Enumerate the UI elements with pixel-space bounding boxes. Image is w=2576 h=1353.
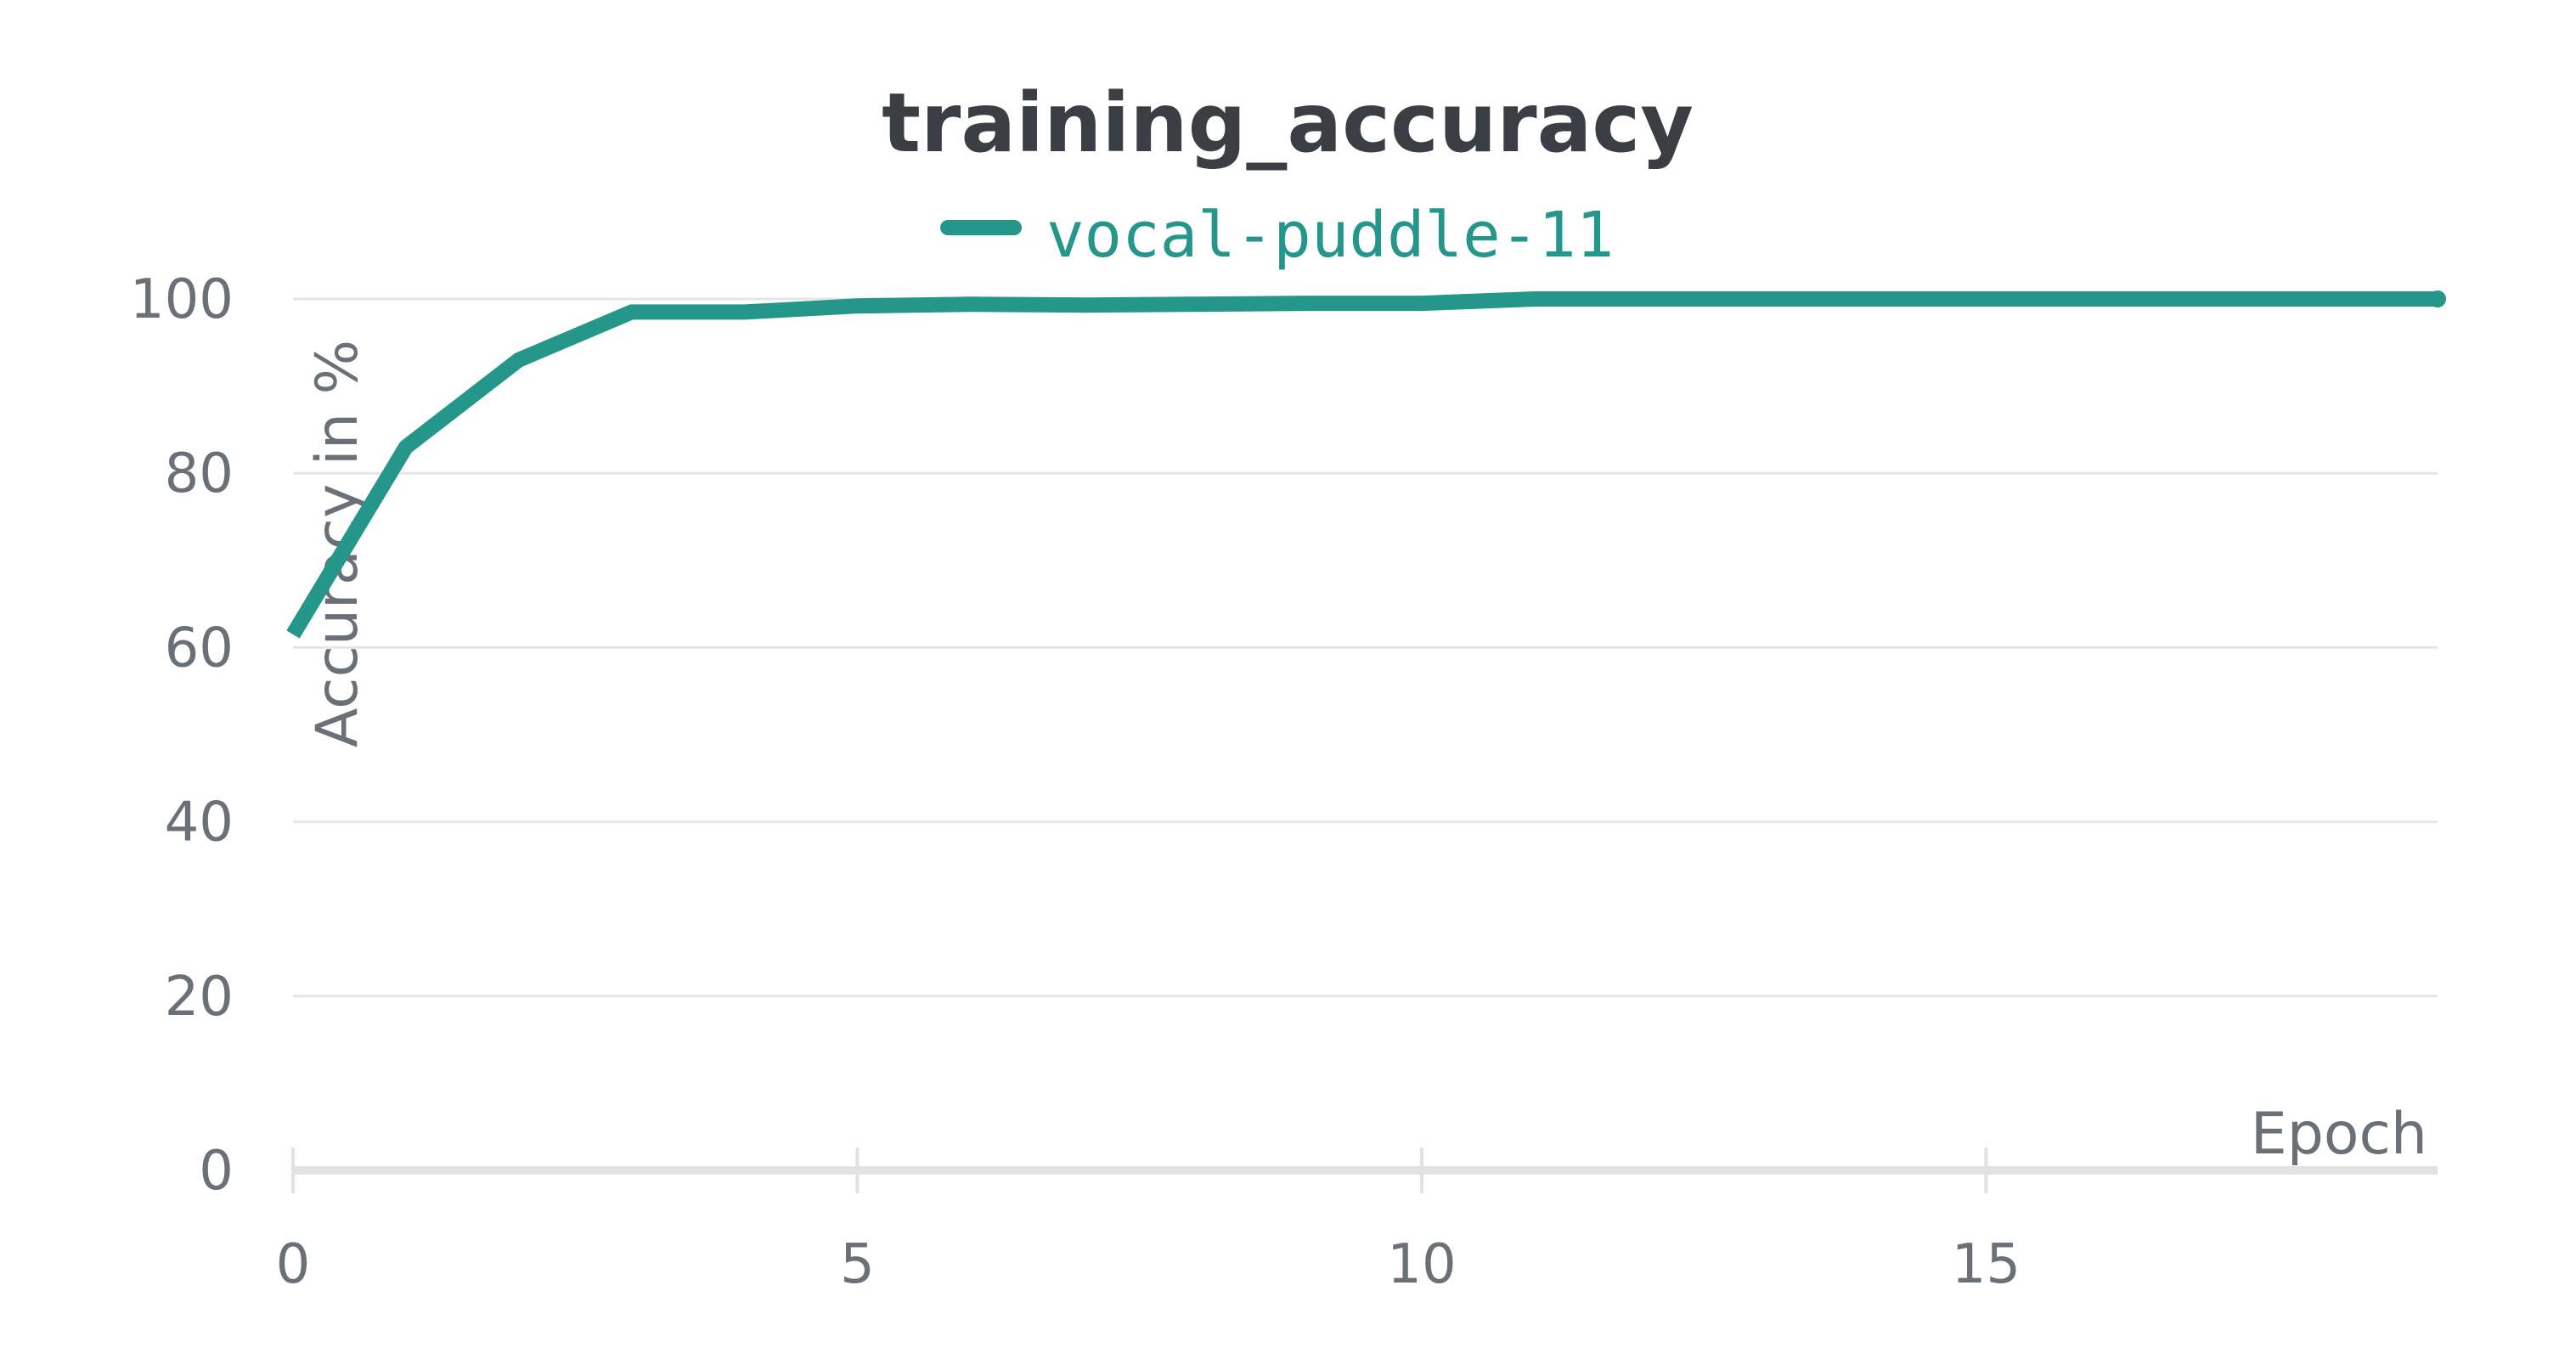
- chart-title: training_accuracy: [882, 76, 1694, 171]
- y-tick-label: 20: [165, 966, 234, 1029]
- y-tick-label: 80: [165, 443, 234, 505]
- y-tick-label: 0: [199, 1140, 234, 1203]
- x-tick-label: 10: [1387, 1233, 1456, 1296]
- series-line: [286, 291, 2438, 639]
- x-tick-label: 15: [1952, 1233, 2021, 1296]
- series-end-point: [2429, 290, 2446, 307]
- legend-series-label: vocal-puddle-11: [1046, 199, 1614, 272]
- x-axis: [291, 1147, 2438, 1193]
- y-tick-label: 60: [165, 617, 234, 679]
- y-tick-labels: 0 20 40 60 80 100: [130, 268, 234, 1203]
- x-tick-label: 0: [276, 1233, 311, 1296]
- gridlines: [293, 297, 2438, 998]
- y-axis-label: Accuracy in %: [304, 340, 371, 747]
- x-axis-label: Epoch: [2251, 1101, 2427, 1168]
- y-tick-label: 40: [165, 792, 234, 854]
- series-group: [286, 290, 2446, 639]
- y-tick-label: 100: [130, 268, 234, 331]
- x-tick-labels: 0 5 10 15: [276, 1233, 2021, 1296]
- legend: vocal-puddle-11: [940, 199, 1614, 272]
- x-tick-label: 5: [840, 1233, 875, 1296]
